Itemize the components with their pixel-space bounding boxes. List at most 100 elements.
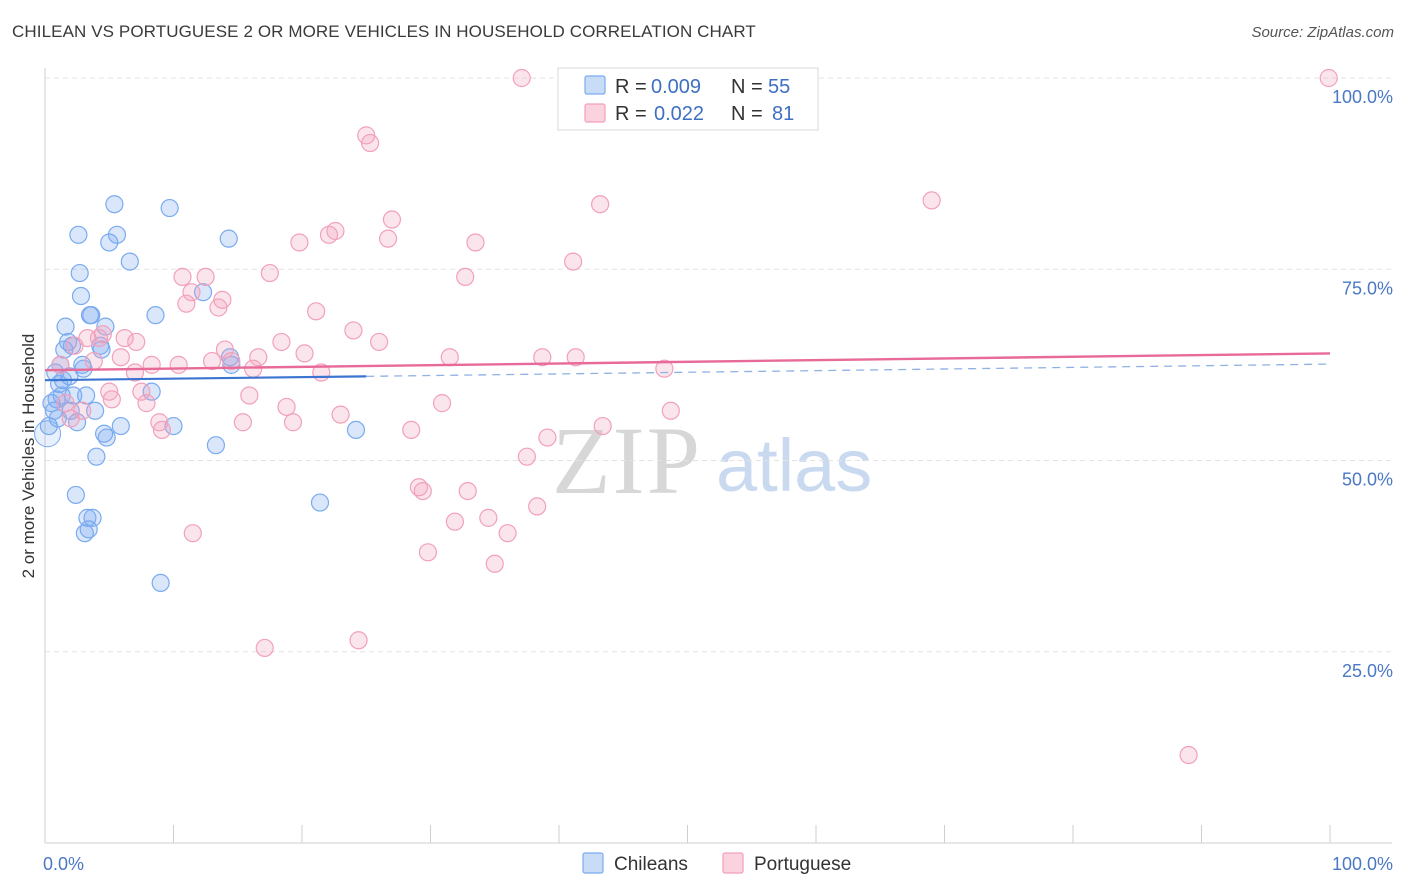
point-portuguese [255, 638, 274, 658]
point-portuguese [661, 401, 680, 420]
point-portuguese [485, 554, 504, 573]
point-chilean [111, 416, 130, 436]
x-tick-label-max: 100.0% [1332, 854, 1393, 874]
point-portuguese [290, 233, 309, 252]
point-portuguese [655, 359, 674, 378]
point-chilean [105, 195, 124, 214]
legend-box: R = 0.009 N = 55 R = 0.022 N = 81 [557, 67, 819, 131]
point-portuguese [240, 386, 259, 405]
point-portuguese [378, 229, 398, 248]
point-portuguese [222, 351, 241, 371]
point-portuguese [142, 355, 161, 374]
point-portuguese [173, 267, 192, 286]
point-portuguese [295, 344, 314, 363]
point-portuguese [115, 329, 134, 348]
point-portuguese [538, 428, 557, 447]
point-chilean [160, 198, 179, 218]
point-portuguese [196, 267, 215, 286]
trend-lines [44, 352, 1331, 382]
point-portuguese [382, 210, 402, 229]
legend-r-value-2: 0.022 [654, 103, 704, 125]
point-chilean [100, 233, 119, 252]
point-portuguese [922, 191, 941, 210]
point-portuguese [445, 512, 465, 531]
legend-r-label-2: R = [615, 103, 647, 125]
point-chilean [56, 317, 75, 336]
point-portuguese [528, 497, 547, 516]
y-tick-label: 75.0% [1342, 278, 1393, 298]
point-portuguese [331, 405, 350, 424]
point-chilean [206, 436, 226, 455]
point-chilean [346, 420, 366, 439]
point-chilean [78, 508, 97, 527]
point-portuguese [213, 290, 232, 309]
x-tick-label-min: 0.0% [43, 854, 84, 874]
point-chilean [146, 306, 165, 325]
point-chilean [87, 447, 106, 466]
legend-n-value-2: 81 [772, 103, 794, 125]
y-tick-label: 100.0% [1332, 87, 1393, 107]
point-chilean-large [34, 420, 62, 448]
point-chilean [151, 573, 170, 593]
point-portuguese [402, 420, 421, 439]
point-chilean [120, 252, 139, 271]
point-portuguese [326, 221, 345, 241]
point-portuguese [84, 351, 103, 371]
point-portuguese [370, 332, 389, 352]
point-portuguese [566, 348, 585, 367]
point-chilean [222, 355, 241, 374]
point-portuguese [260, 263, 279, 283]
legend-n-value-1: 55 [768, 76, 790, 98]
point-portuguese [111, 348, 130, 367]
bottom-legend-chileans: Chileans [614, 854, 688, 875]
bottom-legend-portuguese: Portuguese [754, 854, 851, 875]
legend-n-label-2: N = [731, 103, 763, 125]
point-portuguese [177, 294, 196, 313]
point-portuguese [466, 233, 485, 252]
point-portuguese [440, 348, 459, 367]
tick-labels: 25.0% 50.0% 75.0% 100.0% 0.0% 100.0% [43, 87, 1393, 874]
point-chilean [70, 263, 89, 283]
point-portuguese [512, 68, 531, 88]
point-portuguese [73, 401, 92, 420]
point-portuguese [215, 340, 234, 359]
legend-r-label-1: R = [615, 76, 647, 98]
point-portuguese [182, 283, 201, 302]
point-portuguese [233, 413, 252, 432]
point-portuguese [152, 420, 172, 439]
trend-line-chileans [44, 375, 367, 382]
point-portuguese [361, 133, 380, 153]
point-chilean [219, 229, 238, 248]
legend-r-value-1: 0.009 [651, 76, 701, 98]
watermark-atlas: atlas [716, 424, 872, 507]
point-chilean [66, 485, 85, 505]
trend-line-chileans-extension [366, 363, 1331, 377]
point-chilean [164, 416, 183, 436]
point-chilean [77, 386, 96, 405]
point-portuguese [272, 332, 291, 352]
point-portuguese [137, 394, 156, 413]
point-portuguese [89, 329, 109, 348]
point-portuguese [169, 355, 188, 374]
legend-swatch-chileans [584, 75, 606, 95]
point-portuguese [418, 543, 438, 562]
point-portuguese [593, 416, 612, 436]
point-portuguese [591, 195, 610, 214]
point-chilean [82, 306, 101, 325]
point-portuguese [344, 321, 363, 340]
point-portuguese [56, 394, 75, 413]
point-portuguese [413, 482, 432, 501]
point-chilean [142, 382, 161, 401]
bottom-legend-swatch-portuguese [722, 852, 744, 874]
legend-n-label-1: N = [731, 76, 763, 98]
point-portuguese [479, 508, 498, 527]
y-tick-label: 25.0% [1342, 661, 1393, 681]
point-portuguese [277, 397, 296, 417]
point-portuguese [102, 390, 121, 409]
point-portuguese [183, 524, 202, 543]
point-portuguese [283, 413, 303, 432]
point-chilean [71, 286, 91, 306]
point-chilean [83, 508, 102, 527]
point-portuguese [564, 252, 583, 271]
